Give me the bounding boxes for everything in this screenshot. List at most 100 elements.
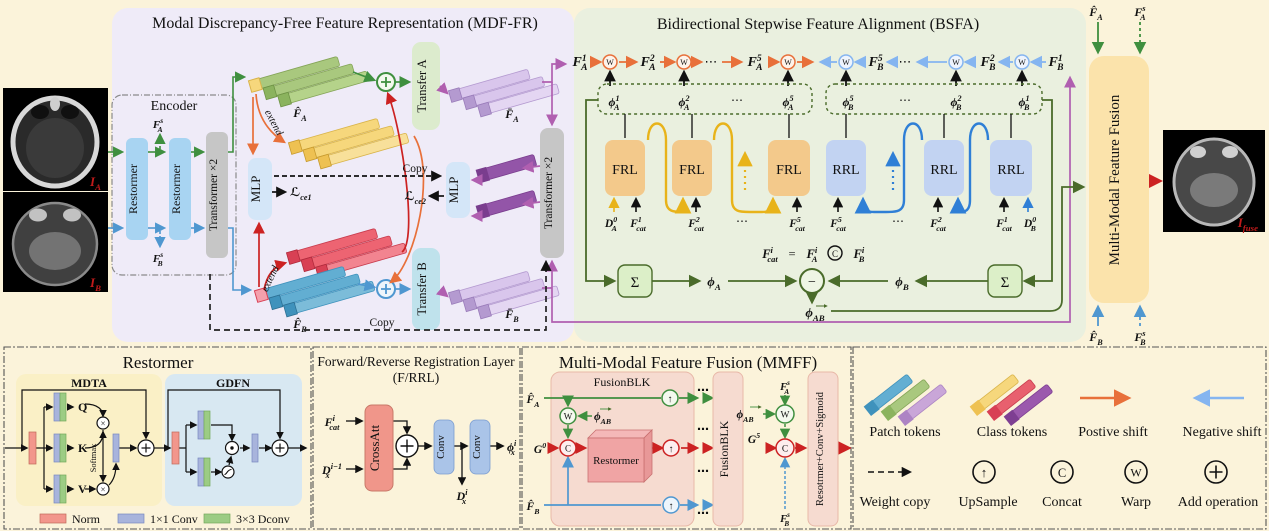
warp-icon: W (680, 58, 688, 67)
warp-icon: W (1130, 466, 1142, 480)
mdffr-title: Modal Discrepancy-Free Feature Represent… (152, 15, 538, 32)
frrl-panel: Forward/Reverse Registration Layer (F/RR… (312, 346, 521, 530)
concat-label: Concat (1042, 495, 1082, 510)
lce1-label: ℒce1 (290, 185, 312, 202)
crossatt-block (364, 404, 394, 492)
concat-formula: Fi cat = Fi A C Fi B (761, 245, 865, 264)
mmff-dots: ⋯ (697, 506, 709, 520)
transformer-block-2 (540, 128, 564, 258)
fbar-b-stack (447, 271, 560, 320)
mmff-panel: Multi-Modal Feature Fusion (MMFF) Fusion… (521, 346, 852, 530)
patch-tokens-a-stack (247, 56, 369, 108)
norm-swatch (39, 513, 67, 524)
fused-output-image: Ifuse (1163, 130, 1265, 233)
fhat-a-label: F̂A (292, 106, 307, 123)
rrl-block-1 (990, 140, 1032, 196)
mmff-dots: ⋯ (697, 383, 709, 397)
fusionblk-2-label: FusionBLK (717, 420, 731, 477)
conv-bar (112, 433, 120, 463)
phi-b1-label: ϕ1 B (1018, 94, 1030, 112)
concat-icon: C (565, 444, 571, 454)
encoder-box: Encoder (111, 94, 237, 276)
conv1x1-legend-label: 1×1 Conv (150, 512, 198, 526)
warp-icon: W (784, 58, 792, 67)
frl-rrl-inputs (608, 196, 1034, 212)
upsample-label: UpSample (958, 495, 1017, 510)
mlp-block-1-label: MLP (248, 176, 263, 203)
phi-b-box (825, 83, 1043, 115)
fb2-label: F2 B (980, 54, 996, 73)
encoder-label: Encoder (151, 99, 198, 114)
conv-bar-2 (251, 433, 259, 463)
patch-tokens-b-stack (253, 266, 375, 318)
lce2-label: ℒce2 (404, 189, 426, 206)
dconv3x3-swatch (203, 513, 231, 524)
norm-bar-2 (171, 431, 180, 465)
copy-box-label: Copy (370, 317, 395, 329)
conv-block-1 (433, 419, 455, 475)
restormer-panel-title: Restormer (123, 353, 194, 372)
phi-a-dots: ⋯ (731, 93, 743, 107)
rrl-label: RRL (930, 163, 957, 178)
transformer-block-2-label: Transformer ×2 (543, 157, 555, 229)
mmff-warp-circle-1: W (559, 407, 577, 425)
dx-prev-label: Di−1 x (321, 462, 342, 480)
upsample-icon: ↑ (668, 394, 673, 405)
rrl-block-2 (924, 140, 964, 196)
fa1-label: F1 A (572, 54, 588, 73)
sigma-b-label: Σ (1001, 275, 1010, 291)
phi-a-box (597, 83, 813, 115)
transformer-block-1 (206, 132, 228, 258)
add-operation-label: Add operation (1178, 495, 1258, 510)
frrl-wiring (346, 416, 505, 486)
class-token-a-cube (247, 77, 263, 93)
warp-icon: W (564, 412, 573, 422)
fsa-encoder-label: Fs A (152, 116, 163, 134)
restormer-block-2 (169, 138, 191, 240)
mmff-final-box (807, 371, 839, 527)
mmff-concat-circle-2: C (775, 438, 795, 458)
deformation-snakes (646, 122, 990, 214)
subtract-circle: − (799, 268, 825, 294)
frl-label: FRL (612, 163, 638, 178)
fcat-i-input-label: Fi cat (324, 414, 340, 432)
multiply-icon: × (100, 485, 105, 495)
mdffr-arrows (209, 58, 1076, 331)
phi-a1-label: ϕ1 A (608, 94, 620, 112)
warp-icon: W (1018, 58, 1026, 67)
da0-label: D0 A (604, 215, 617, 233)
transformer-block-1-label: Transformer ×2 (208, 159, 220, 231)
frl-rrl-row: FRL FRL FRL RRL RRL RRL (605, 114, 1032, 196)
fa2-label: F2 A (640, 54, 656, 73)
warp-circles-chain: W W W W W W (602, 54, 1030, 70)
bsfa-chain-arrows (589, 55, 1046, 86)
restormer-block-2-label: Restormer (169, 164, 183, 214)
fb5-label: F5 B (868, 54, 884, 73)
input-dots-b: ⋯ (892, 214, 904, 228)
class-token-b-cube (253, 287, 269, 303)
dx-out-label: Di x (456, 488, 469, 506)
fcat2-label: F2 cat (687, 215, 704, 233)
concat-icon: C (1058, 466, 1066, 480)
mmff-g5-label: G5 (748, 431, 760, 446)
phi-b-dots: ⋯ (899, 93, 911, 107)
upsample-legend-icon: ↑ (972, 460, 996, 484)
formula-fa: Fi A (806, 245, 818, 264)
mmff-fhat-a: F̂A (1088, 5, 1103, 22)
mmff-fusion-label: Multi-Modal Feature Fusion (1107, 94, 1123, 265)
phi-a2-label: ϕ2 A (678, 94, 690, 112)
mmff-upsample-green: ↑ (661, 389, 679, 407)
gdfn-conv-bars (197, 410, 211, 487)
upsample-icon: ↑ (981, 465, 988, 480)
fbar-a-label: F̄A (504, 107, 519, 124)
upsample-icon: ↑ (669, 444, 674, 455)
conv-1-label: Conv (435, 435, 447, 459)
transfer-b-block (412, 248, 440, 330)
fcat1-label-b: F1 cat (995, 215, 1012, 233)
conv1x1-swatch (117, 513, 145, 524)
phi-b5-label: ϕ5 B (842, 94, 854, 112)
fusionblk-1-label: FusionBLK (594, 375, 651, 389)
bsfa-title: Bidirectional Stepwise Feature Alignment… (657, 16, 979, 33)
rrl-block-5 (826, 140, 866, 196)
